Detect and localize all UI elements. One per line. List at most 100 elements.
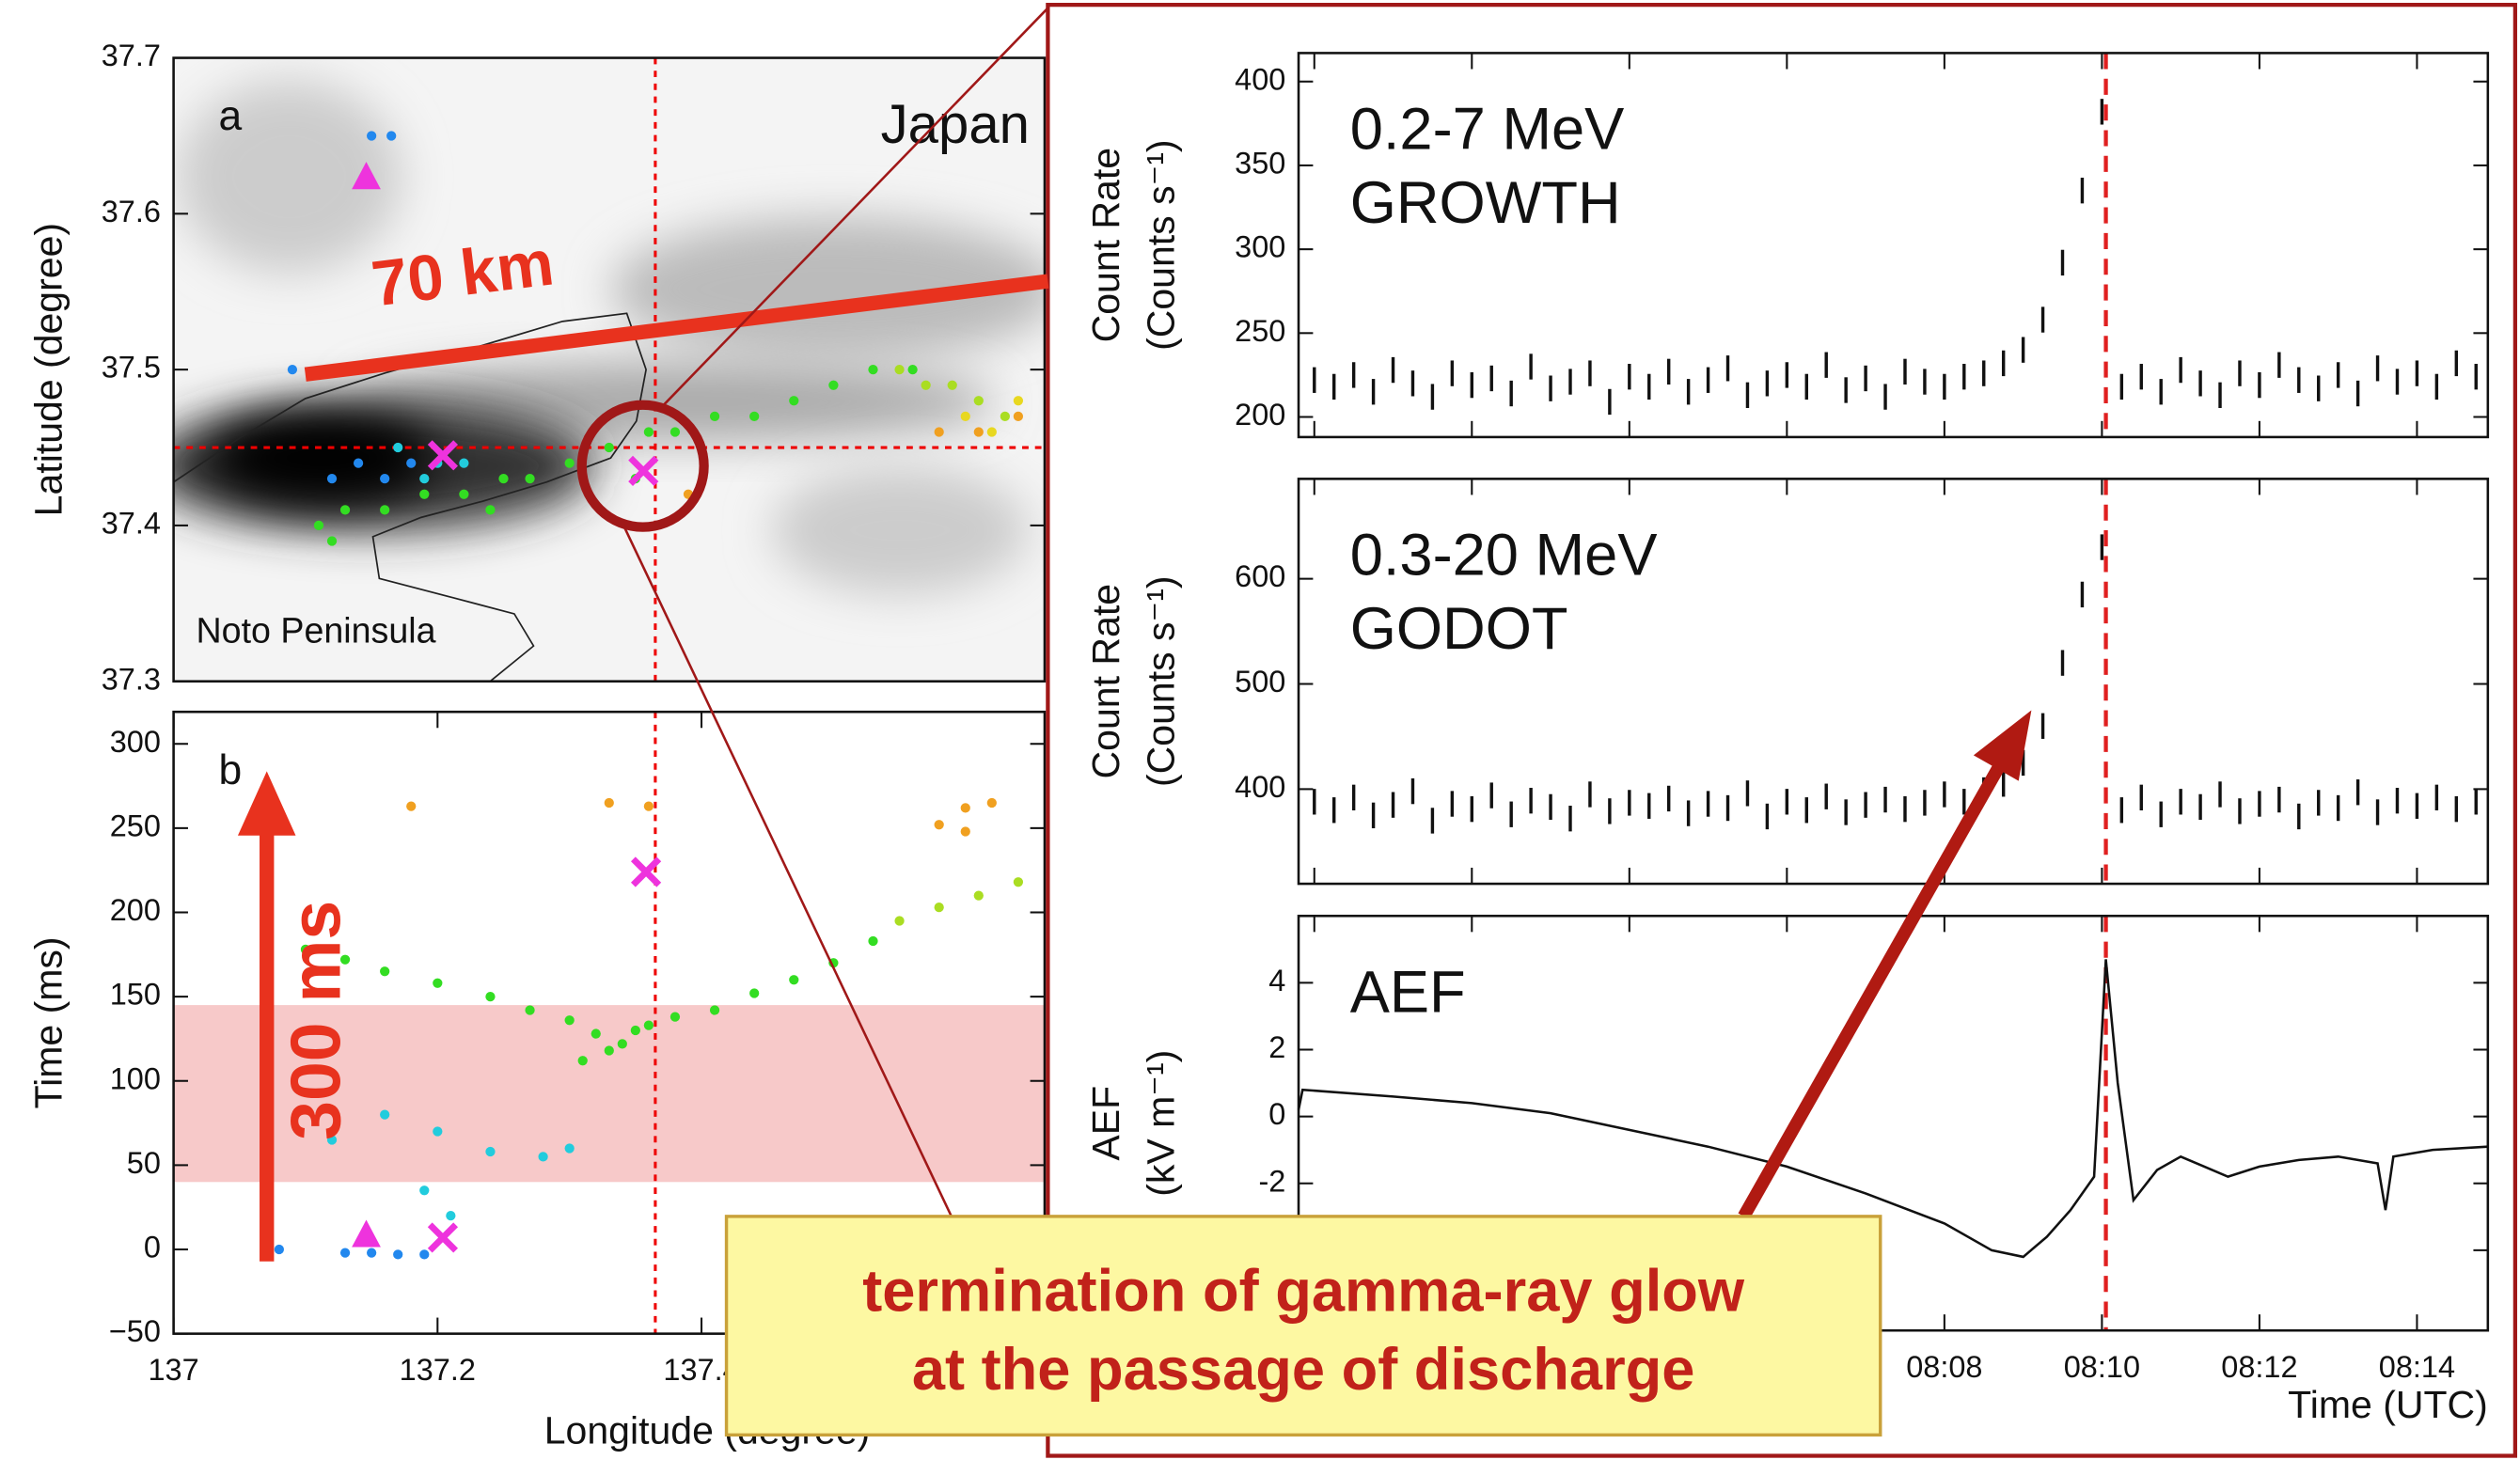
page: 37.337.437.537.637.7aJapanNoto Peninsula… <box>0 0 2520 1460</box>
x-tick-label: 08:12 <box>2221 1350 2297 1384</box>
point <box>406 458 416 467</box>
point <box>921 381 931 390</box>
point <box>618 1039 627 1048</box>
point <box>789 975 798 984</box>
y-tick-label: 37.5 <box>102 351 161 385</box>
point <box>485 992 495 1001</box>
y-tick-label: 150 <box>110 978 161 1012</box>
point <box>894 916 904 925</box>
point <box>974 427 984 436</box>
point <box>393 443 402 452</box>
x-axis-label: Time (UTC) <box>2288 1383 2488 1426</box>
y-tick-label: 250 <box>110 808 161 842</box>
panel-label: b <box>218 747 242 793</box>
y-tick-label: 400 <box>1235 770 1285 804</box>
point <box>935 903 944 912</box>
point <box>565 458 575 467</box>
y-axis-label: AEF <box>1084 1086 1127 1161</box>
point <box>354 458 363 467</box>
point <box>380 474 389 483</box>
point <box>987 427 997 436</box>
x-tick-label: 08:10 <box>2064 1350 2140 1384</box>
panel-label: a <box>218 93 242 139</box>
y-tick-label: 400 <box>1235 62 1285 96</box>
point <box>446 1211 455 1220</box>
point <box>538 1152 547 1161</box>
y-tick-label: 50 <box>127 1146 161 1180</box>
point <box>948 381 957 390</box>
point <box>433 979 442 988</box>
panel-title: AEF <box>1350 959 1466 1025</box>
y-axis-label: (Counts s⁻¹) <box>1139 575 1182 787</box>
point <box>789 396 798 405</box>
y-axis-label: Latitude (degree) <box>27 223 71 516</box>
point <box>485 1147 495 1156</box>
point <box>935 820 944 829</box>
point <box>578 1056 588 1065</box>
point <box>974 396 984 405</box>
y-tick-label: 37.4 <box>102 506 161 540</box>
point <box>868 936 877 946</box>
y-tick-label: −50 <box>109 1314 161 1348</box>
point <box>327 474 337 483</box>
point <box>961 803 970 812</box>
point <box>631 1026 640 1035</box>
point <box>974 890 984 900</box>
point <box>987 798 997 808</box>
y-tick-label: 37.3 <box>102 662 161 696</box>
point <box>1014 877 1023 887</box>
point <box>419 474 429 483</box>
point <box>275 1245 284 1254</box>
point <box>525 474 534 483</box>
x-tick-label: 137.2 <box>400 1353 476 1387</box>
y-tick-label: 200 <box>110 893 161 927</box>
y-tick-label: 2 <box>1268 1030 1285 1064</box>
point <box>498 474 508 483</box>
point <box>288 365 297 374</box>
point <box>1014 412 1023 421</box>
x-tick-label: 08:14 <box>2379 1350 2455 1384</box>
y-axis-label: (kV m⁻¹) <box>1139 1050 1182 1197</box>
panel-title: 0.3-20 MeV <box>1350 523 1658 589</box>
point <box>644 801 654 810</box>
y-axis-label: Count Rate <box>1084 148 1127 342</box>
point <box>605 443 614 452</box>
point <box>419 1185 429 1195</box>
time-arrow-head <box>238 771 296 835</box>
point <box>591 1028 601 1038</box>
point <box>340 505 350 514</box>
y-tick-label: 4 <box>1268 964 1285 997</box>
y-tick-label: -2 <box>1258 1164 1285 1198</box>
point <box>367 1248 376 1257</box>
x-tick-label: 137 <box>148 1353 198 1387</box>
point <box>380 1109 389 1119</box>
point <box>710 412 719 421</box>
y-axis-label: Count Rate <box>1084 584 1127 778</box>
y-tick-label: 300 <box>1235 230 1285 264</box>
point <box>419 490 429 499</box>
x-tick-label: 08:08 <box>1906 1350 1982 1384</box>
point <box>340 1248 350 1257</box>
point <box>565 1143 575 1153</box>
y-tick-label: 0 <box>1268 1097 1285 1131</box>
point <box>1014 396 1023 405</box>
cross-marker <box>430 1225 455 1250</box>
point <box>868 365 877 374</box>
point <box>935 427 944 436</box>
annotation: Noto Peninsula <box>197 610 436 650</box>
point <box>605 1045 614 1055</box>
figure: 37.337.437.537.637.7aJapanNoto Peninsula… <box>0 0 2520 1460</box>
y-tick-label: 200 <box>1235 398 1285 432</box>
triangle-marker <box>352 1219 381 1247</box>
point <box>749 988 759 997</box>
point <box>1000 412 1010 421</box>
point <box>605 798 614 808</box>
y-tick-label: 300 <box>110 725 161 759</box>
point <box>670 1013 680 1022</box>
point <box>525 1005 534 1014</box>
y-axis-label: Time (ms) <box>27 936 71 1108</box>
y-tick-label: 100 <box>110 1061 161 1095</box>
point <box>314 521 323 530</box>
point <box>419 1249 429 1259</box>
callout-text: termination of gamma-ray glow <box>862 1258 1745 1324</box>
